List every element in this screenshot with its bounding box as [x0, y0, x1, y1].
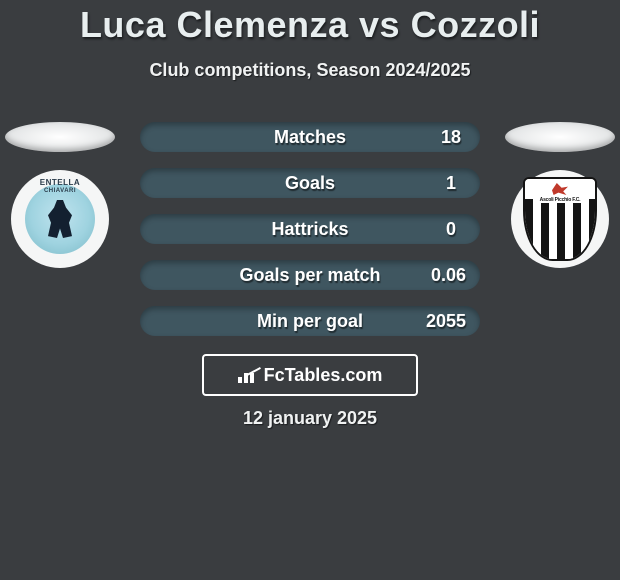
stats-container: Matches 18 Goals 1 Hattricks 0 Goals per…: [140, 122, 480, 336]
stat-label: Hattricks: [140, 219, 480, 240]
ascoli-stripes-icon: [525, 199, 595, 259]
club-badge-ascoli-name: Ascoli Picchio F.C.: [538, 197, 583, 203]
club-badge-entella-name: ENTELLA: [40, 178, 80, 187]
branding-trend-icon: [244, 367, 265, 384]
stat-value-right: 2055: [426, 311, 466, 332]
club-badge-entella-sub: CHIAVARI: [44, 188, 76, 194]
stat-label: Goals: [140, 173, 480, 194]
player-left-head: [5, 122, 115, 152]
subtitle: Club competitions, Season 2024/2025: [0, 60, 620, 81]
stat-value-right: 1: [436, 173, 466, 194]
stat-bar: Goals 1: [140, 168, 480, 198]
stat-value-right: 0: [436, 219, 466, 240]
entella-figure-icon: [45, 200, 75, 238]
stat-value-right: 0.06: [431, 265, 466, 286]
branding-chart-icon: [238, 367, 258, 383]
club-badge-ascoli: Ascoli Picchio F.C.: [511, 170, 609, 268]
ascoli-shield-icon: Ascoli Picchio F.C.: [523, 177, 597, 261]
stat-bar: Goals per match 0.06: [140, 260, 480, 290]
branding-text: FcTables.com: [264, 365, 383, 386]
player-right-column: Ascoli Picchio F.C.: [500, 122, 620, 268]
ascoli-shield-top: [525, 179, 595, 199]
date-text: 12 january 2025: [0, 408, 620, 429]
stat-bar: Hattricks 0: [140, 214, 480, 244]
player-left-column: ENTELLA CHIAVARI: [0, 122, 120, 268]
stat-value-right: 18: [436, 127, 466, 148]
branding-box: FcTables.com: [202, 354, 418, 396]
player-right-head: [505, 122, 615, 152]
stat-label: Matches: [140, 127, 480, 148]
page-title: Luca Clemenza vs Cozzoli: [0, 0, 620, 46]
ascoli-bird-icon: [552, 183, 568, 195]
stat-bar: Matches 18: [140, 122, 480, 152]
stat-label: Goals per match: [140, 265, 480, 286]
club-badge-entella: ENTELLA CHIAVARI: [11, 170, 109, 268]
stat-bar: Min per goal 2055: [140, 306, 480, 336]
